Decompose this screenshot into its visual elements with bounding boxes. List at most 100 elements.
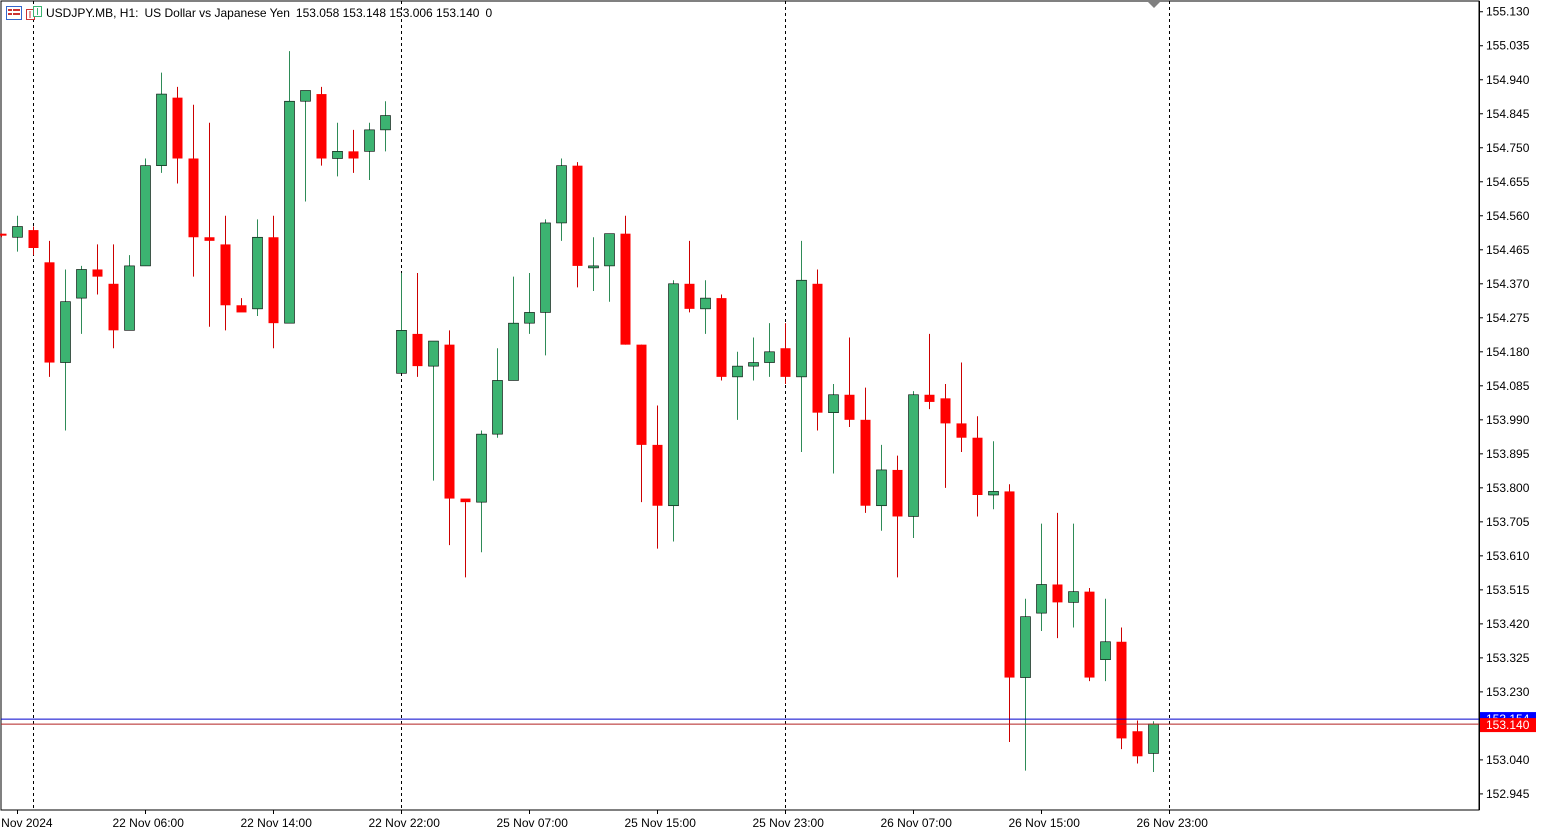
candle-body (1132, 731, 1143, 757)
candle (220, 215, 231, 331)
candle-body (924, 394, 935, 402)
candle-body (972, 437, 983, 495)
y-tick-label: 154.370 (1486, 277, 1530, 291)
y-tick-label: 154.085 (1486, 379, 1530, 393)
candle-body (60, 301, 71, 363)
candle (140, 158, 151, 267)
candle (924, 333, 935, 410)
candle-body (316, 94, 327, 159)
y-tick-label: 154.180 (1486, 345, 1530, 359)
y-tick-label: 154.845 (1486, 107, 1530, 121)
candle-body (556, 165, 567, 224)
candle (396, 273, 407, 374)
candle-body (108, 283, 119, 331)
candle-body (268, 237, 279, 324)
symbol-label: USDJPY.MB, H1: (46, 6, 139, 20)
candle-body (220, 244, 231, 306)
candle (844, 337, 855, 427)
y-tick-label: 152.945 (1486, 787, 1530, 801)
candle-body (1004, 491, 1015, 678)
candle-body (140, 165, 151, 267)
trade-toggle-icon[interactable] (26, 6, 42, 20)
candle-body (12, 226, 23, 238)
candle-body (812, 283, 823, 413)
candle-body (76, 269, 87, 299)
candle-body (652, 444, 663, 506)
tick-volume: 0 (485, 6, 493, 20)
candle (1004, 484, 1015, 742)
candle-body (828, 394, 839, 413)
candle (828, 384, 839, 474)
candle-body (476, 433, 487, 503)
candles (0, 51, 1159, 773)
candle-body (988, 491, 999, 496)
candle-body (908, 394, 919, 517)
candle (796, 240, 807, 453)
candle (1068, 523, 1079, 628)
x-tick-label: 22 Nov 06:00 (113, 816, 185, 830)
candle (332, 122, 343, 177)
candle (636, 344, 647, 503)
candle-body (860, 419, 871, 506)
candle (28, 226, 39, 256)
candle (812, 269, 823, 431)
candle (588, 237, 599, 291)
candle-body (204, 237, 215, 241)
candle-body (1068, 591, 1079, 603)
candle (764, 323, 775, 377)
candle-body (124, 265, 135, 331)
candle-body (796, 279, 807, 378)
x-axis: 21 Nov 2024 22 Nov 06:00 22 Nov 14:00 22 No… (0, 810, 1208, 830)
candle (524, 273, 535, 334)
y-tick-label: 153.895 (1486, 447, 1530, 461)
candle-body (572, 165, 583, 266)
candle-body (1100, 641, 1111, 660)
candle-body (1020, 616, 1031, 678)
x-tick-label: 26 Nov 07:00 (881, 816, 953, 830)
candle-body (588, 265, 599, 269)
candle-body (892, 469, 903, 517)
candle (172, 86, 183, 184)
candle (508, 276, 519, 381)
candle-body (1052, 584, 1063, 603)
chart-list-icon[interactable] (6, 6, 22, 20)
candle-body (604, 233, 615, 267)
candle (316, 86, 327, 166)
plot-frame (0, 0, 1480, 811)
candle (780, 323, 791, 385)
candle-body (716, 298, 727, 377)
candle (556, 158, 567, 241)
candle-body (844, 394, 855, 420)
candle-body (540, 222, 551, 313)
candle (956, 362, 967, 453)
y-tick-label: 154.275 (1486, 311, 1530, 325)
candle-body (348, 151, 359, 159)
candle (300, 90, 311, 202)
candle-body (188, 158, 199, 238)
y-tick-label: 153.325 (1486, 651, 1530, 665)
candle (444, 330, 455, 546)
candle-body (444, 344, 455, 499)
day-separators (33, 1, 1170, 810)
candle (0, 233, 7, 238)
candle (668, 280, 679, 542)
candle (364, 122, 375, 180)
candle-body (748, 362, 759, 367)
shift-marker-icon[interactable] (1148, 2, 1160, 8)
candle-body (508, 322, 519, 381)
y-tick-label: 153.230 (1486, 685, 1530, 699)
candle (604, 233, 615, 302)
bid-price-label: 153.140 (1486, 718, 1530, 732)
y-tick-label: 153.040 (1486, 753, 1530, 767)
candle-body (380, 115, 391, 131)
candle (1052, 512, 1063, 639)
x-tick-label: 22 Nov 14:00 (241, 816, 313, 830)
candle-body (460, 498, 471, 503)
candle (1084, 588, 1095, 682)
y-axis: 155.130 155.035 154.940 154.845 154.750 154.6… (1479, 5, 1536, 801)
candle (92, 244, 103, 295)
candle-body (732, 365, 743, 378)
candle (1020, 598, 1031, 771)
candle-body (1116, 641, 1127, 739)
